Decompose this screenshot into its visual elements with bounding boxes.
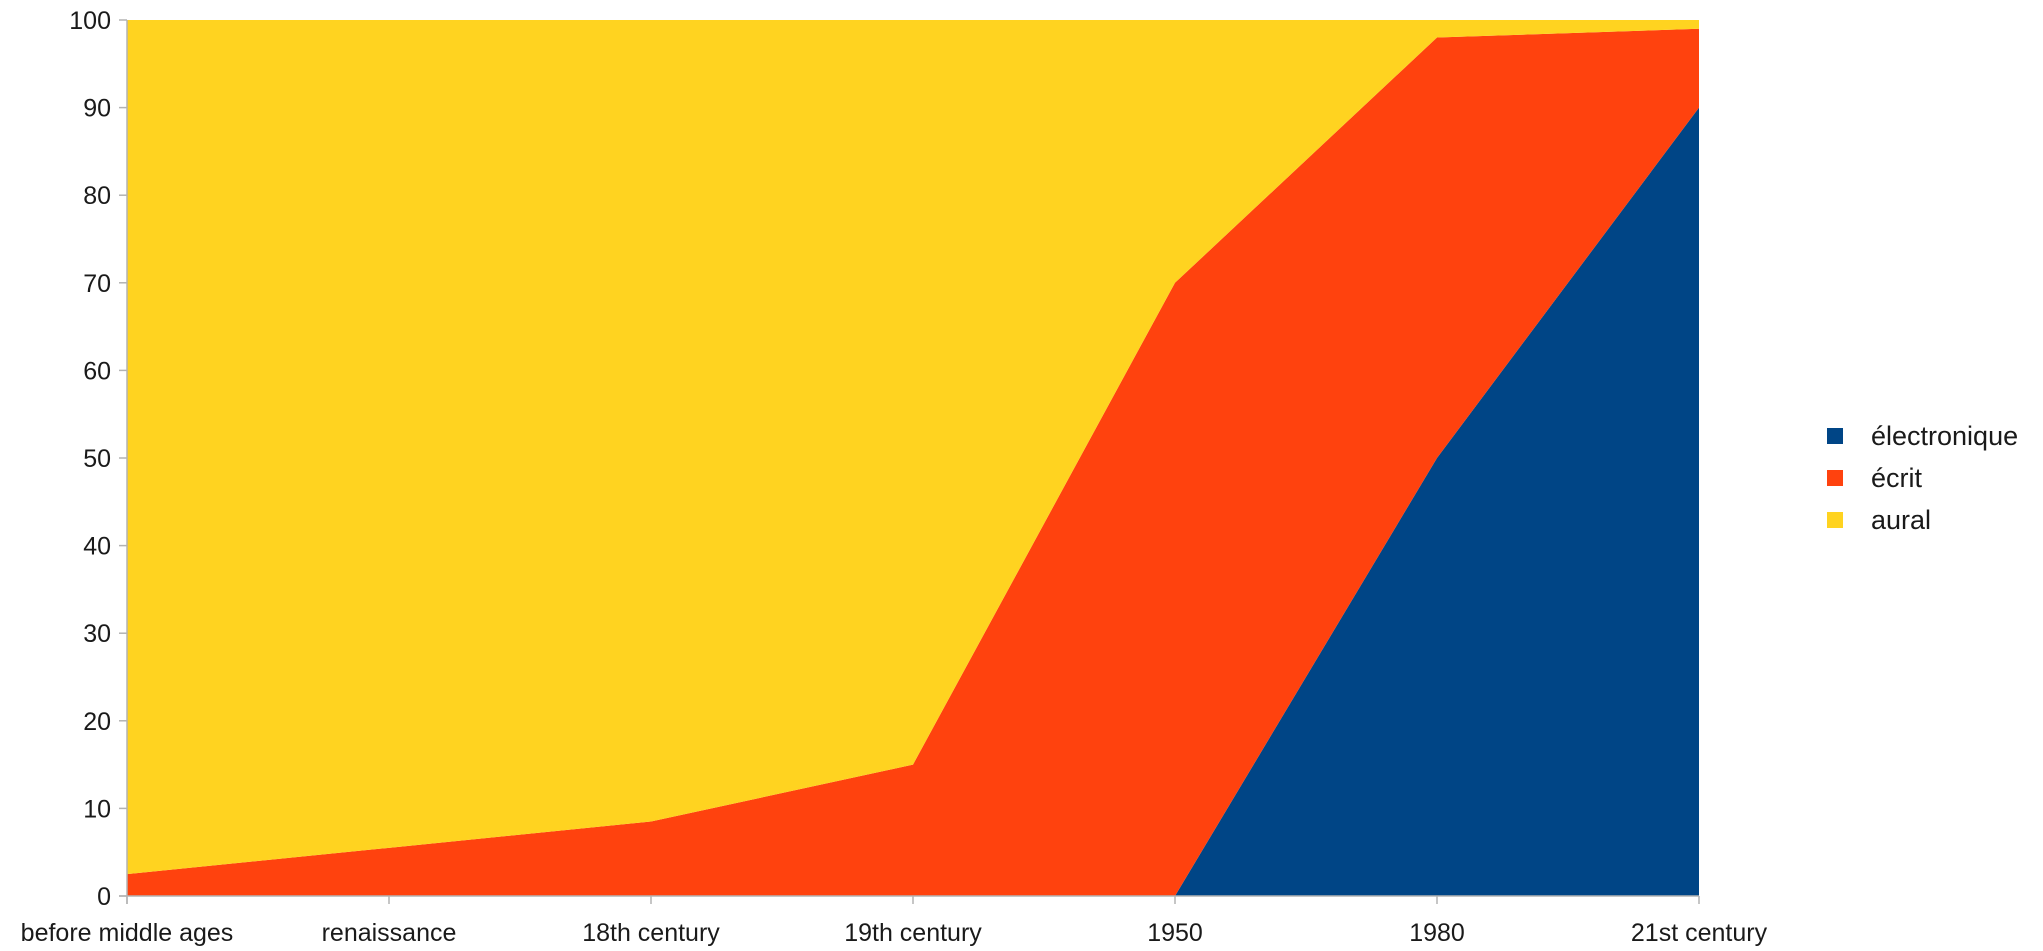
legend-swatch bbox=[1827, 512, 1843, 528]
y-tick-label: 20 bbox=[83, 708, 111, 736]
y-tick-label: 30 bbox=[83, 620, 111, 648]
y-tick-label: 40 bbox=[83, 533, 111, 561]
legend-label: écrit bbox=[1871, 463, 1923, 493]
y-tick-label: 50 bbox=[83, 445, 111, 473]
x-tick-label: 1980 bbox=[1409, 919, 1465, 947]
y-tick-label: 0 bbox=[97, 883, 111, 911]
x-tick-label: 21st century bbox=[1631, 919, 1768, 947]
legend-label: aural bbox=[1871, 505, 1931, 535]
legend-swatch bbox=[1827, 470, 1843, 486]
x-tick-label: renaissance bbox=[322, 919, 457, 947]
x-tick-label: 1950 bbox=[1147, 919, 1203, 947]
x-tick-label: 18th century bbox=[582, 919, 720, 947]
legend: électronique écrit aural bbox=[1827, 421, 2018, 535]
y-axis-ticks: 0 10 20 30 40 50 60 70 80 90 100 bbox=[69, 7, 127, 911]
x-tick-label: before middle ages bbox=[21, 919, 234, 947]
y-tick-label: 60 bbox=[83, 357, 111, 385]
legend-label: électronique bbox=[1871, 421, 2018, 451]
y-tick-label: 10 bbox=[83, 795, 111, 823]
y-tick-label: 70 bbox=[83, 270, 111, 298]
x-axis-ticks: before middle ages renaissance 18th centur… bbox=[21, 896, 1768, 947]
y-tick-label: 100 bbox=[69, 7, 111, 35]
axes bbox=[119, 20, 1699, 904]
area-series-0 bbox=[127, 107, 1699, 897]
x-tick-label: 19th century bbox=[844, 919, 982, 947]
area-series-1 bbox=[127, 28, 1699, 896]
area-series-2 bbox=[127, 20, 1699, 875]
y-tick-label: 90 bbox=[83, 95, 111, 123]
area-series-group bbox=[127, 20, 1699, 897]
legend-swatch bbox=[1827, 428, 1843, 444]
y-tick-label: 80 bbox=[83, 182, 111, 210]
